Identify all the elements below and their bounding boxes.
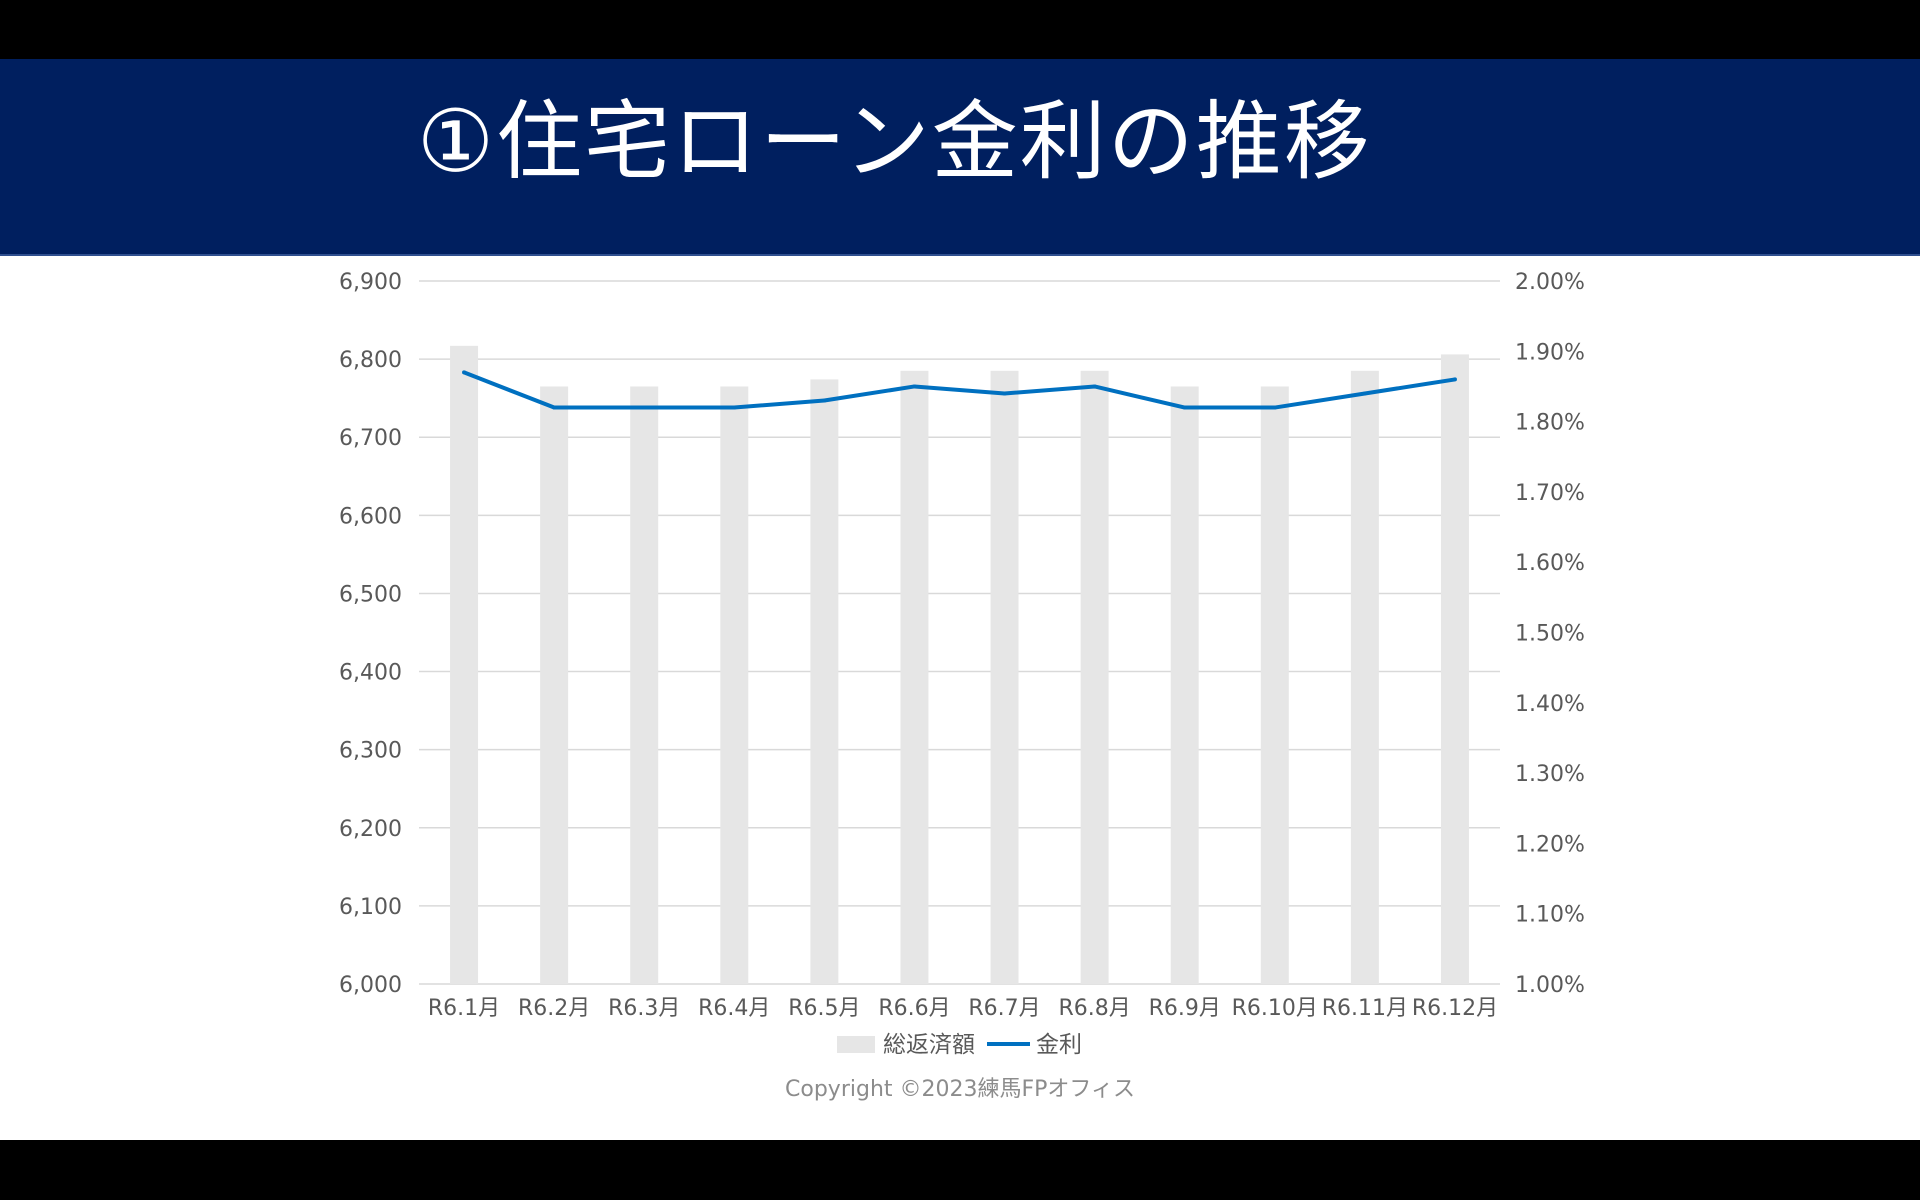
rate-point [552,405,557,410]
x-tick-label: R6.7月 [968,996,1040,1021]
rate-point [462,370,467,375]
rate-line [463,370,1456,410]
slide-title: ①住宅ローン金利の推移 [417,92,1372,192]
y-right-tick-label: 1.50% [1515,622,1585,647]
y-axis-left: 6,000 6,100 6,200 6,300 6,400 6,500 6,600 6,700… [339,270,402,998]
rate-point [1452,377,1457,382]
bar [1260,386,1289,984]
bar [450,345,479,984]
y-right-tick-label: 1.90% [1515,340,1585,365]
rate-point [1092,384,1097,389]
y-left-tick-label: 6,700 [339,426,402,451]
x-tick-label: R6.5月 [788,996,860,1021]
y-left-tick-label: 6,300 [339,739,402,764]
y-left-tick-label: 6,400 [339,661,402,686]
gridlines [419,280,1500,985]
y-right-tick-label: 1.80% [1515,411,1585,436]
bar [540,386,569,984]
y-right-tick-label: 1.00% [1515,973,1585,998]
legend: 総返済額 金利 [837,1032,1082,1058]
y-right-tick-label: 1.70% [1515,481,1585,506]
y-left-tick-label: 6,100 [339,895,402,920]
title-band: ①住宅ローン金利の推移 [0,59,1920,256]
rate-point [1272,405,1277,410]
x-tick-label: R6.10月 [1232,996,1318,1021]
bar [720,386,749,984]
combo-chart: 6,000 6,100 6,200 6,300 6,400 6,500 6,600 6,700… [339,270,1585,1058]
x-tick-label: R6.12月 [1412,996,1498,1021]
bar [1170,386,1199,984]
bar [1080,370,1109,985]
y-right-tick-label: 1.40% [1515,692,1585,717]
x-tick-label: R6.4月 [698,996,770,1021]
y-left-tick-label: 6,500 [339,582,402,607]
y-left-tick-label: 6,600 [339,504,402,529]
legend-label-bar: 総返済額 [883,1032,975,1058]
bar [1440,354,1469,984]
y-right-tick-label: 1.30% [1515,762,1585,787]
x-tick-label: R6.1月 [428,996,500,1021]
legend-swatch-bar [837,1036,875,1053]
x-tick-label: R6.6月 [878,996,950,1021]
x-tick-label: R6.11月 [1322,996,1408,1021]
bar-series [450,345,1469,985]
slide: ①住宅ローン金利の推移 6,000 6,100 6,200 6,300 6,400 6,5… [0,59,1920,1140]
y-right-tick-label: 1.10% [1515,903,1585,928]
y-right-tick-label: 1.60% [1515,551,1585,576]
rate-point [1182,405,1187,410]
x-tick-label: R6.2月 [518,996,590,1021]
legend-label-line: 金利 [1036,1032,1082,1058]
bar [810,379,839,984]
rate-point [822,398,827,403]
bar [1350,370,1379,985]
y-left-tick-label: 6,000 [339,973,402,998]
bar [900,370,929,985]
rate-point [1362,391,1367,396]
y-left-tick-label: 6,900 [339,270,402,295]
y-left-tick-label: 6,200 [339,817,402,842]
bar [630,386,659,984]
x-axis: R6.1月 R6.2月 R6.3月 R6.4月 R6.5月 R6.6月 R6.7月 R6.8月… [428,996,1498,1021]
y-right-tick-label: 1.20% [1515,832,1585,857]
rate-point [1002,391,1007,396]
rate-point [642,405,647,410]
x-tick-label: R6.3月 [608,996,680,1021]
x-tick-label: R6.8月 [1058,996,1130,1021]
y-axis-right: 1.00% 1.10% 1.20% 1.30% 1.40% 1.50% 1.60% 1.70%… [1515,270,1585,998]
line-series [462,370,1457,410]
bar [990,370,1019,985]
rate-point [912,384,917,389]
x-tick-label: R6.9月 [1149,996,1221,1021]
copyright-text: Copyright ©2023練馬FPオフィス [785,1077,1135,1102]
rate-point [732,405,737,410]
y-left-tick-label: 6,800 [339,348,402,373]
y-right-tick-label: 2.00% [1515,270,1585,295]
